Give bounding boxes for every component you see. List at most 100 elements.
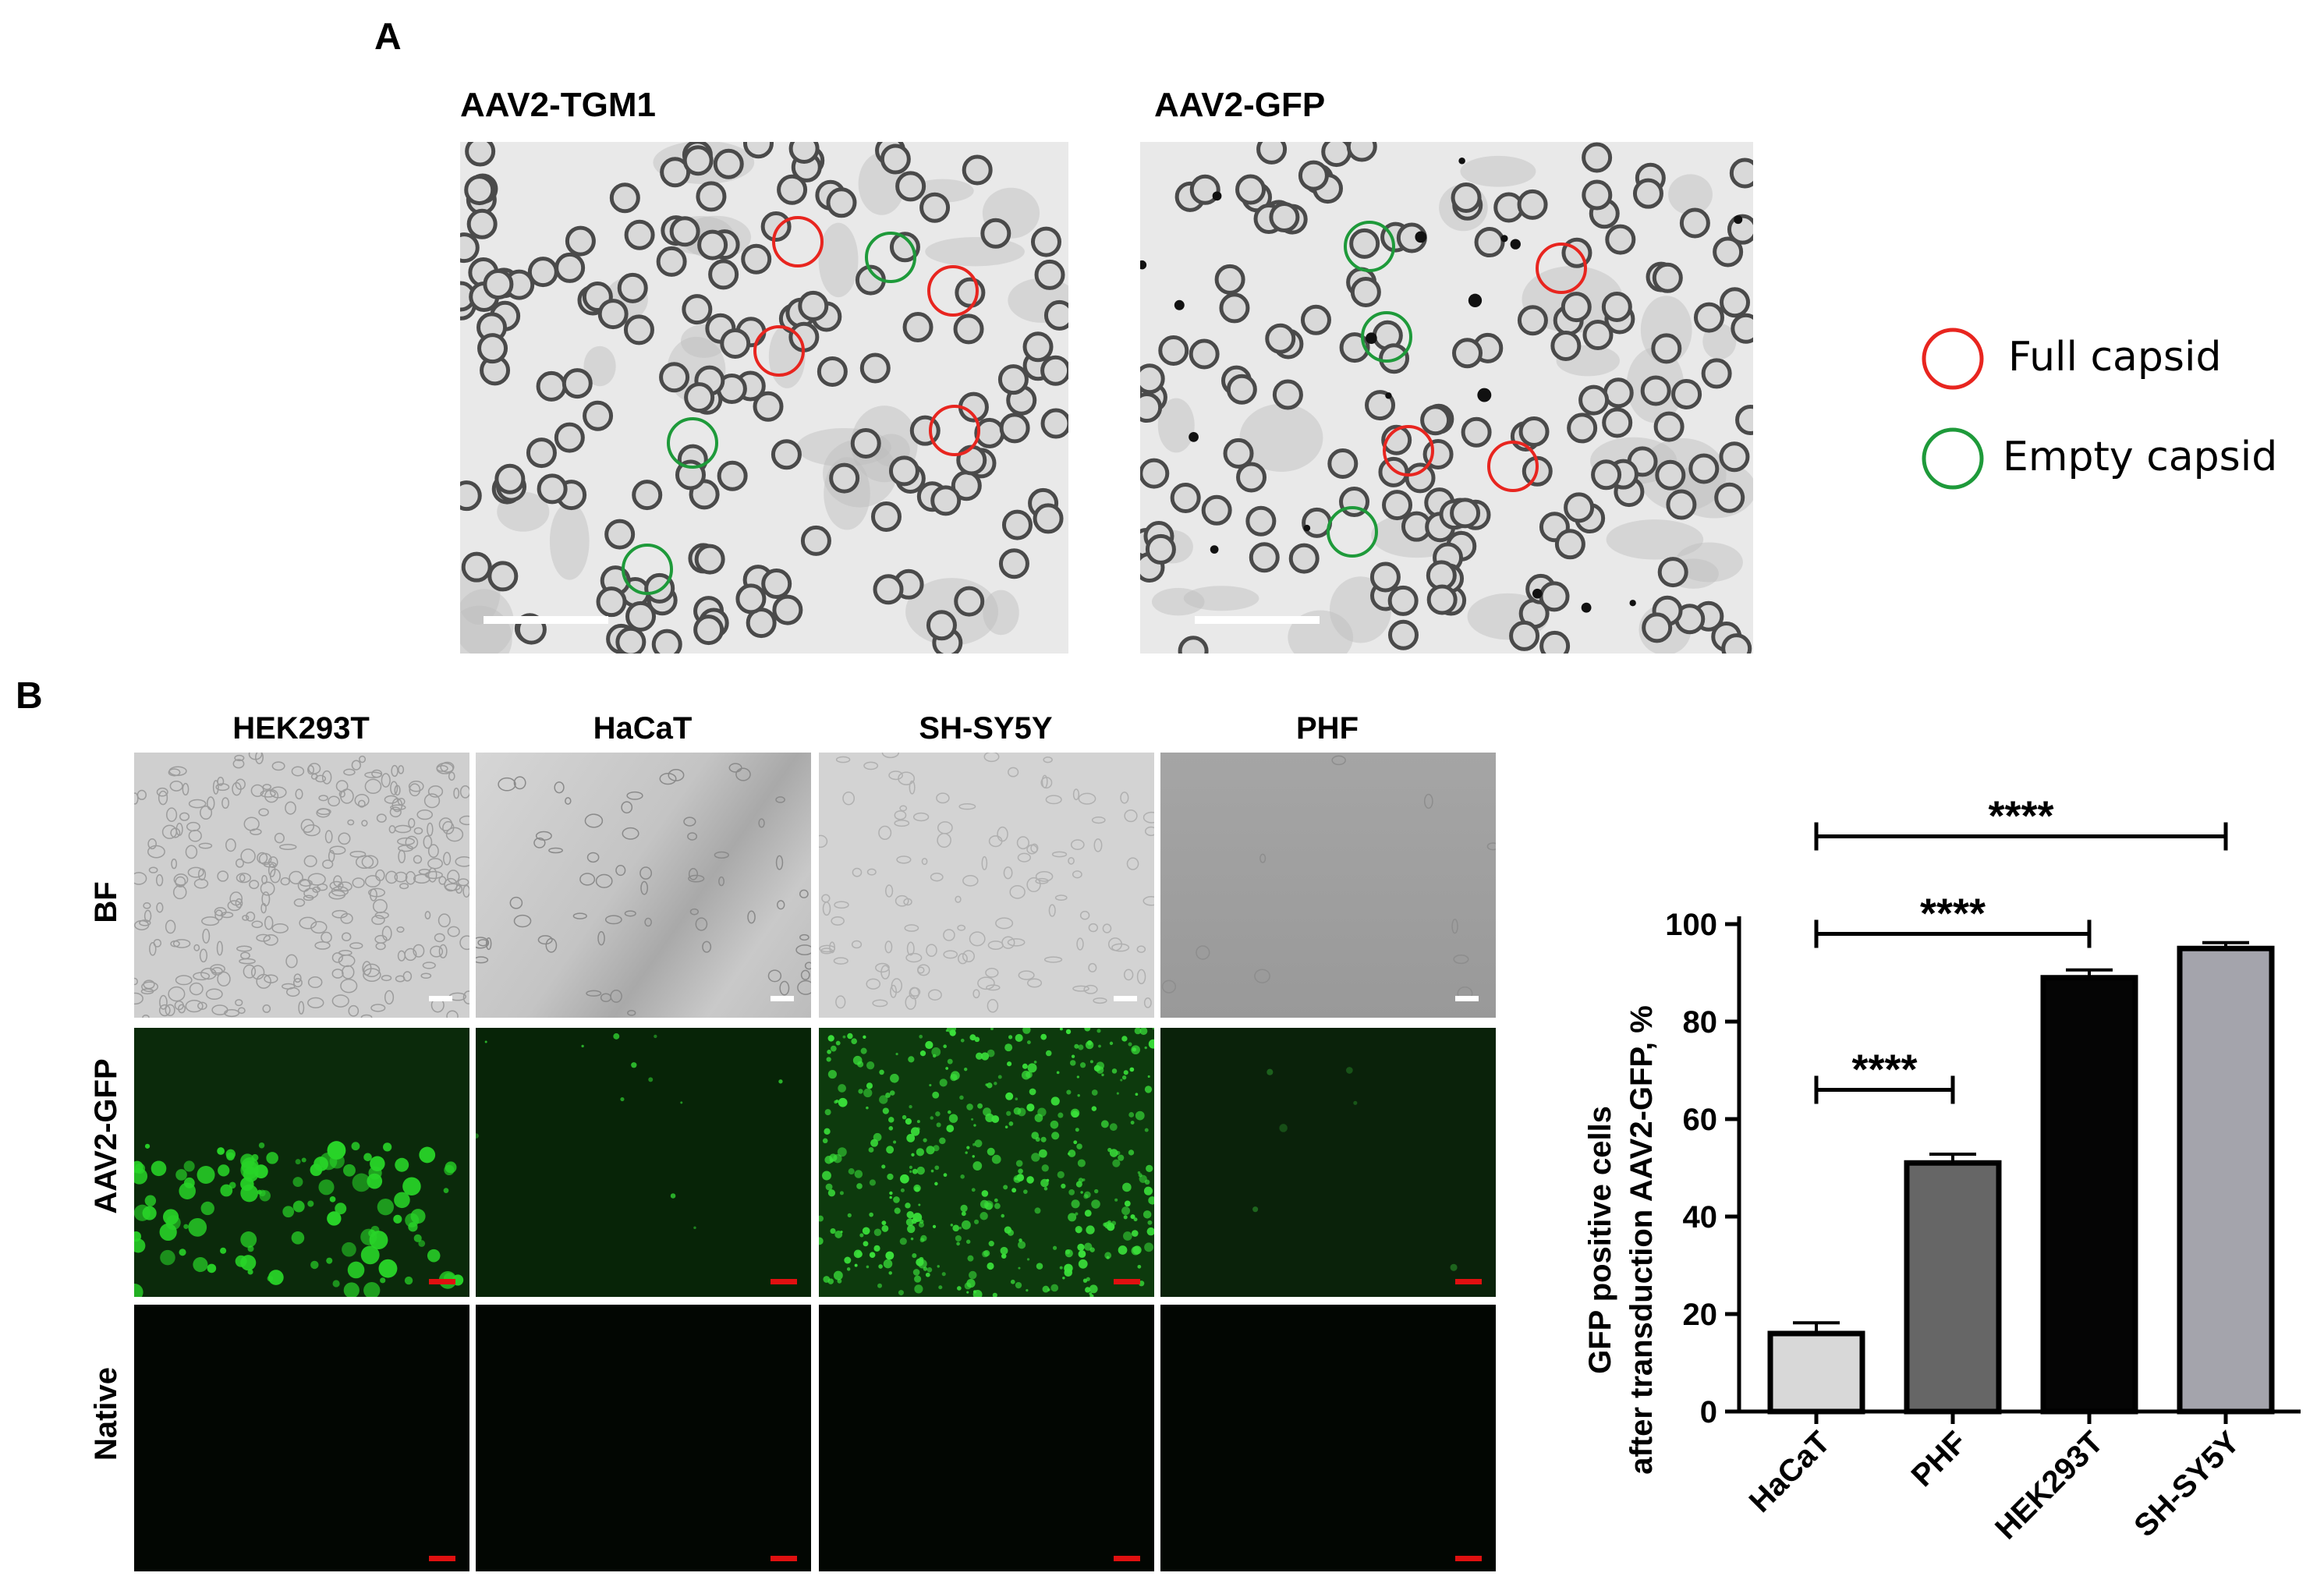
- y-tick-label: 60: [1683, 1103, 1718, 1137]
- capsid-particle: [1653, 411, 1685, 442]
- scale-bar: [429, 1279, 455, 1284]
- capsid-particle: [1451, 182, 1482, 213]
- capsid-particle: [902, 312, 933, 343]
- capsid-particle: [954, 586, 985, 617]
- capsid-particle: [1201, 494, 1232, 526]
- capsid-particle: [1539, 581, 1570, 612]
- capsid-particle: [1578, 384, 1610, 416]
- bar-chart: 0 20 40 60 80 100 HaCaT PHF HEK293T SH-SY5Y **** *…: [1583, 793, 2301, 1546]
- row-label-aav2-gfp: AAV2-GFP: [89, 1058, 123, 1214]
- capsid-particle: [1693, 302, 1724, 333]
- full-capsid-marker: [1487, 441, 1539, 492]
- capsid-particle: [826, 187, 857, 218]
- full-capsid-marker: [1536, 243, 1587, 294]
- y-axis-label-line2: after transduction AAV2-GFP, %: [1624, 1005, 1659, 1475]
- capsid-particle: [1369, 561, 1401, 593]
- capsid-particle: [1302, 507, 1333, 538]
- capsid-particle: [494, 463, 526, 494]
- capsid-particle: [1554, 529, 1585, 560]
- capsid-particle: [1642, 612, 1673, 643]
- capsid-particle: [1327, 448, 1359, 479]
- capsid-particle: [1288, 543, 1320, 574]
- x-tick-label: HEK293T: [1989, 1425, 2110, 1546]
- capsid-particle: [609, 182, 640, 214]
- capsid-particle: [998, 548, 1029, 579]
- capsid-particle: [624, 219, 655, 250]
- capsid-particle: [659, 362, 690, 393]
- capsid-particle: [660, 157, 691, 188]
- y-axis-label-line1: GFP positive cells: [1583, 1106, 1617, 1374]
- capsid-particle: [1651, 333, 1682, 364]
- capsid-particle: [1346, 142, 1377, 162]
- capsid-particle: [817, 356, 848, 387]
- em-title-aav2-gfp: AAV2-GFP: [1154, 86, 1326, 124]
- capsid-particle: [1214, 264, 1245, 295]
- capsid-particle: [694, 544, 725, 575]
- legend-empty-capsid: Empty capsid: [1918, 424, 2324, 494]
- capsid-particle: [1249, 542, 1280, 573]
- capsid-particle: [696, 181, 727, 212]
- capsid-particle: [930, 485, 962, 516]
- row-label-bf: BF: [89, 881, 123, 923]
- capsid-particle: [1321, 142, 1352, 168]
- capsid-particle: [955, 277, 986, 308]
- bar-phf: [1904, 1160, 2002, 1415]
- capsid-particle: [1605, 224, 1636, 255]
- capsid-particle: [829, 462, 860, 494]
- capsid-particle: [1561, 292, 1592, 323]
- y-tick-label: 100: [1665, 908, 1717, 942]
- capsid-particle: [1140, 392, 1163, 423]
- capsid-particle: [720, 328, 751, 359]
- bar-hacat: [1767, 1330, 1865, 1415]
- capsid-particle: [1034, 259, 1065, 290]
- capsid-particle: [800, 525, 831, 556]
- col-title-sh-sy5y: SH-SY5Y: [919, 711, 1053, 746]
- scale-bar: [429, 996, 452, 1001]
- capsid-particle: [1040, 355, 1068, 386]
- capsid-particle: [777, 174, 808, 205]
- capsid-particle: [536, 370, 567, 402]
- micro-native-hacat: [476, 1305, 811, 1571]
- full-capsid-marker: [927, 265, 979, 317]
- panel-a-letter: A: [374, 16, 402, 58]
- micro-bf-hacat: [476, 753, 811, 1018]
- capsid-particle: [1731, 313, 1753, 344]
- capsid-particle: [1033, 503, 1064, 534]
- capsid-particle: [565, 225, 596, 257]
- capsid-particle: [1140, 363, 1165, 395]
- y-tick-label: 80: [1683, 1005, 1718, 1040]
- capsid-particle: [682, 145, 714, 176]
- capsid-particle: [1582, 179, 1613, 211]
- micro-bf-sh-sy5y: [819, 753, 1154, 1018]
- capsid-particle: [562, 368, 593, 399]
- empty-capsid-marker: [1327, 506, 1378, 558]
- capsid-particle: [1564, 492, 1595, 523]
- capsid-particle: [675, 459, 706, 491]
- legend-label-empty: Empty capsid: [2003, 434, 2278, 480]
- capsid-particle: [1461, 416, 1492, 448]
- capsid-particle: [1269, 202, 1300, 233]
- x-tick-label: HaCaT: [1743, 1425, 1837, 1519]
- capsid-particle: [761, 569, 792, 600]
- capsid-particle: [850, 428, 881, 459]
- capsid-particle: [1539, 630, 1571, 654]
- capsid-particle: [1226, 374, 1257, 405]
- panel-b-letter: B: [16, 675, 43, 717]
- capsid-particle: [1145, 533, 1176, 565]
- capsid-particle: [1388, 619, 1419, 650]
- capsid-particle: [460, 232, 480, 264]
- capsid-particle: [741, 243, 772, 275]
- micro-native-phf: [1160, 1305, 1496, 1571]
- capsid-particle: [461, 551, 492, 583]
- capsid-particle: [1714, 482, 1745, 513]
- capsid-particle: [1219, 292, 1250, 324]
- col-title-phf: PHF: [1296, 711, 1359, 746]
- capsid-particle: [466, 208, 498, 239]
- em-image-aav2-gfp: [1140, 142, 1753, 654]
- capsid-particle: [465, 142, 496, 167]
- capsid-particle: [1265, 323, 1296, 354]
- micro-native-hek293t: [134, 1305, 469, 1571]
- capsid-particle: [1517, 189, 1548, 220]
- capsid-particle: [919, 192, 951, 223]
- em-micrograph-aav2-gfp: [1140, 142, 1753, 654]
